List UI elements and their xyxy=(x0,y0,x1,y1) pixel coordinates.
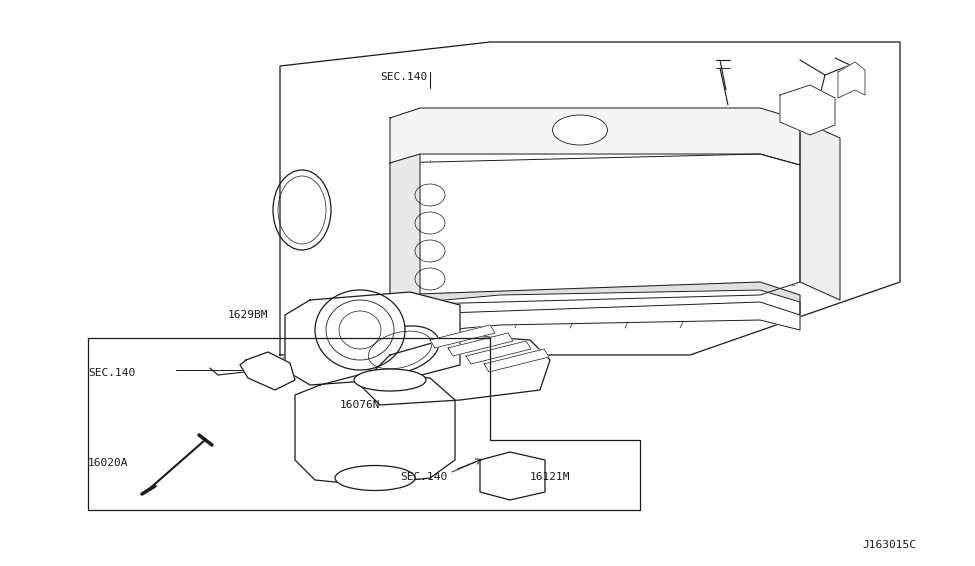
Polygon shape xyxy=(240,352,295,390)
Polygon shape xyxy=(360,335,550,405)
Text: 16020A: 16020A xyxy=(88,458,129,468)
Polygon shape xyxy=(295,372,455,485)
Polygon shape xyxy=(430,325,495,348)
Polygon shape xyxy=(390,154,800,305)
Ellipse shape xyxy=(354,369,426,391)
Ellipse shape xyxy=(315,290,405,370)
Text: SEC.140: SEC.140 xyxy=(88,368,136,378)
Polygon shape xyxy=(800,120,840,300)
Text: J163015C: J163015C xyxy=(862,540,916,550)
Text: SEC.140: SEC.140 xyxy=(400,472,448,482)
Text: SEC.140: SEC.140 xyxy=(380,72,427,82)
Polygon shape xyxy=(480,452,545,500)
Polygon shape xyxy=(390,290,800,335)
Polygon shape xyxy=(838,62,865,98)
Text: 16121M: 16121M xyxy=(530,472,570,482)
Ellipse shape xyxy=(553,115,607,145)
Polygon shape xyxy=(466,341,531,364)
Polygon shape xyxy=(390,154,420,305)
Text: 16076N: 16076N xyxy=(340,400,380,410)
Polygon shape xyxy=(484,349,549,372)
Text: 1629BM: 1629BM xyxy=(228,310,268,320)
Polygon shape xyxy=(285,292,460,385)
Polygon shape xyxy=(780,85,835,135)
Ellipse shape xyxy=(335,465,415,491)
Ellipse shape xyxy=(361,326,439,374)
Polygon shape xyxy=(390,108,800,165)
Polygon shape xyxy=(448,333,513,356)
Polygon shape xyxy=(390,282,800,315)
